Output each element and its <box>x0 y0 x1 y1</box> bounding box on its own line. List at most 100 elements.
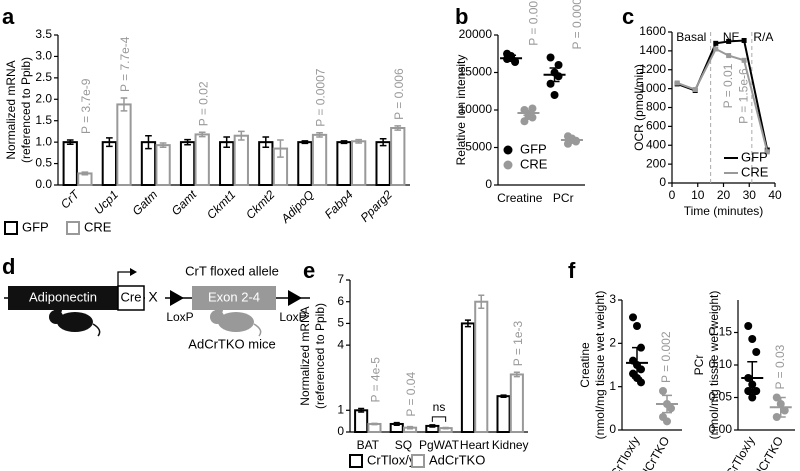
bar <box>460 322 475 433</box>
series-line <box>676 47 769 153</box>
panel-label: c <box>622 4 634 29</box>
y-tick-label: 0.00 <box>709 422 733 436</box>
p-value: P = 0.04 <box>404 372 418 417</box>
bar <box>390 127 406 186</box>
exon-box <box>192 286 276 310</box>
bar <box>336 141 352 186</box>
bar <box>258 141 274 186</box>
legend-swatch <box>66 221 80 235</box>
significance: ns <box>433 400 446 414</box>
error-bar <box>442 426 449 430</box>
error-bar <box>81 171 89 176</box>
legend-label: CRE <box>520 156 548 171</box>
error-bar <box>340 140 348 145</box>
data-point <box>752 387 761 395</box>
panel-label: d <box>2 254 15 279</box>
y-tick-label: 3 <box>609 292 616 306</box>
exon-label: Exon 2-4 <box>208 289 260 304</box>
error-bar <box>106 137 113 148</box>
x-axis-label: Time (minutes) <box>684 204 764 218</box>
loxp-site <box>288 290 302 306</box>
error-bar <box>566 137 577 143</box>
y-tick-label: 1 <box>609 379 616 393</box>
y-tick-label: 600 <box>646 119 666 133</box>
p-value: P = 3.7e-9 <box>79 78 93 134</box>
data-marker <box>713 46 719 52</box>
legend-swatch <box>503 160 513 170</box>
legend-swatch <box>349 454 363 468</box>
x-tick-label: 40 <box>768 188 782 202</box>
data-marker <box>741 57 747 63</box>
y-axis-label: (referenced to Ppib) <box>19 57 33 163</box>
y-axis-label: (referenced to Ppib) <box>313 303 327 409</box>
data-point <box>744 322 753 330</box>
error-bar <box>66 139 74 146</box>
data-point <box>546 53 555 62</box>
data-point <box>667 404 675 413</box>
error-bar <box>464 319 471 328</box>
y-tick-label: 0 <box>337 424 344 438</box>
legend-label: GFP <box>741 149 768 164</box>
data-point <box>659 387 667 395</box>
error-bar <box>478 294 485 309</box>
y-tick-label: 4 <box>337 337 344 351</box>
p-value: P = 0.01 <box>721 63 735 108</box>
error-bar <box>632 346 642 379</box>
x-tick-label: 30 <box>743 188 757 202</box>
error-bar <box>237 130 245 141</box>
y-tick-label: 0.5 <box>35 156 52 170</box>
legend-swatch <box>503 145 513 155</box>
data-point <box>748 393 757 402</box>
bar <box>101 141 118 186</box>
legend-label: GFP <box>22 219 49 234</box>
bar <box>194 133 210 187</box>
y-tick-label: 5 <box>337 316 344 330</box>
promoter-label: Adiponectin <box>29 289 97 304</box>
p-value: P = 0.006 <box>392 68 406 120</box>
p-value: P = 0.0003 <box>570 0 584 50</box>
bar <box>509 373 524 434</box>
y-tick-label: 10000 <box>459 102 493 116</box>
bar <box>496 395 511 433</box>
error-bar <box>277 139 284 158</box>
bar <box>375 141 391 186</box>
data-marker <box>764 149 770 155</box>
panel-label: f <box>568 258 576 283</box>
p-value: P = 1.5e-6 <box>736 68 750 124</box>
error-bar <box>549 67 560 83</box>
legend-label: GFP <box>520 141 547 156</box>
data-point <box>637 365 645 374</box>
bar <box>62 141 78 186</box>
loxp-site <box>170 290 184 306</box>
y-tick-label: 800 <box>646 100 666 114</box>
error-bar <box>513 371 520 378</box>
loxp-label: LoxP <box>166 310 193 324</box>
data-point <box>554 61 563 69</box>
bar <box>116 103 132 186</box>
legend-swatch <box>411 454 425 468</box>
y-tick-label: 0 <box>609 422 616 436</box>
p-value: P = 0.001 <box>527 0 541 46</box>
y-tick-label: 2.5 <box>35 70 52 84</box>
panel-label: b <box>455 4 468 29</box>
gene-label: Cre <box>121 289 142 304</box>
bar <box>311 133 328 187</box>
error-bar <box>198 131 206 138</box>
allele-label: CrT floxed allele <box>185 263 279 278</box>
error-bar <box>394 125 402 131</box>
data-point <box>663 417 671 426</box>
y-tick-label: 0.05 <box>709 390 733 404</box>
y-axis-label: Creatine <box>578 342 592 388</box>
promoter-box <box>8 286 118 310</box>
cross-label: X <box>148 289 158 305</box>
data-point <box>637 378 645 387</box>
error-bar <box>379 137 387 147</box>
error-bar <box>747 361 758 395</box>
mouse-icon <box>49 306 101 337</box>
x-tick-label: Creatine <box>497 191 543 205</box>
legend-label: AdCrTKO <box>429 452 485 467</box>
data-marker <box>692 87 698 93</box>
data-marker <box>674 80 680 86</box>
p-value: P = 0.02 <box>196 81 210 126</box>
